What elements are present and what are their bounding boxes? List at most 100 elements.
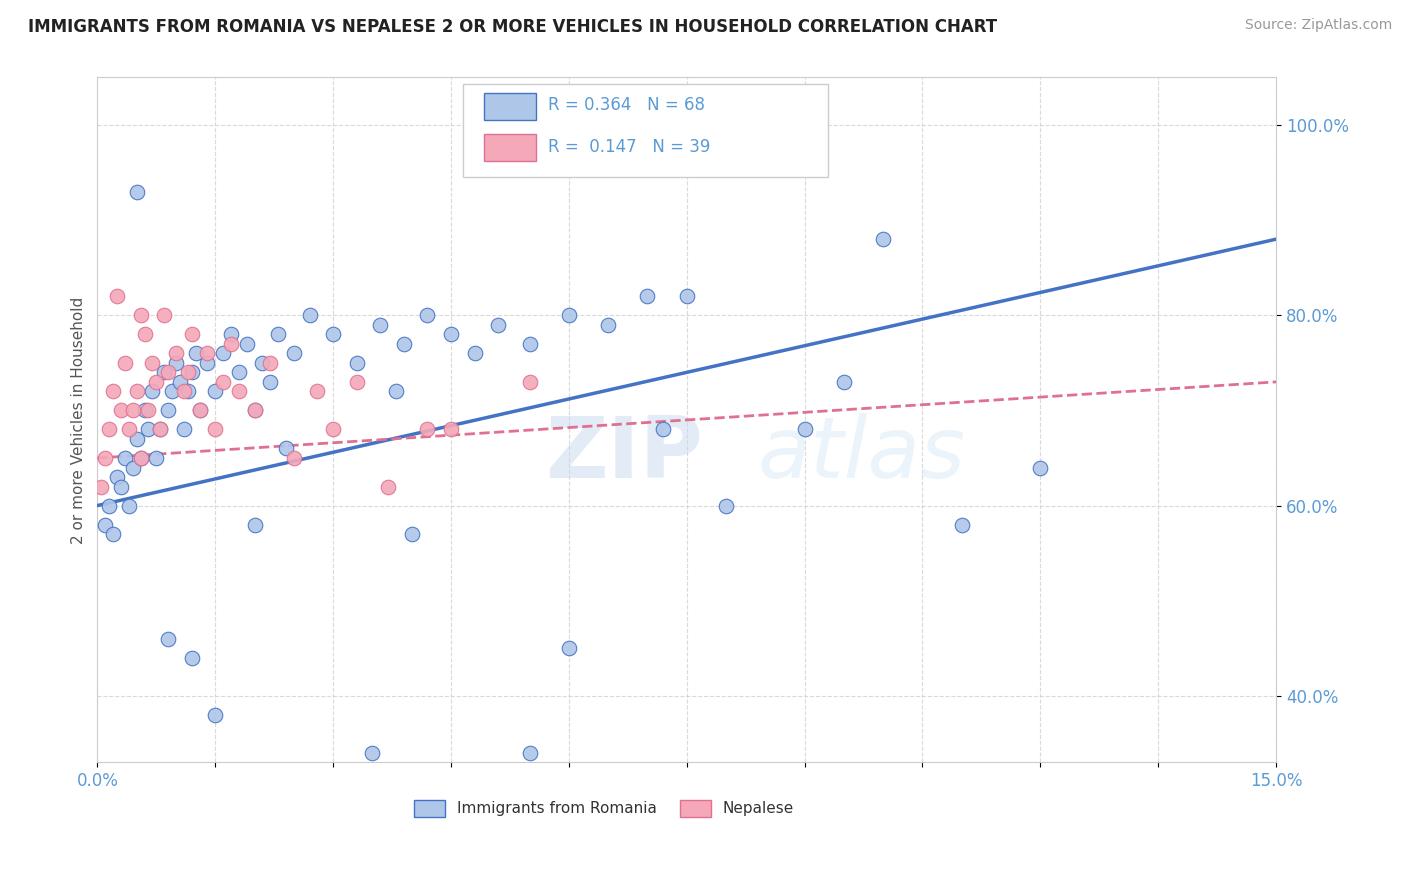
- Point: [243, 403, 266, 417]
- Point: [138, 422, 160, 436]
- FancyBboxPatch shape: [484, 93, 536, 120]
- Point: [212, 346, 235, 360]
- Point: [636, 289, 658, 303]
- Point: [219, 327, 242, 342]
- Point: [714, 499, 737, 513]
- Point: [94, 450, 117, 465]
- Point: [121, 403, 143, 417]
- Point: [177, 365, 200, 379]
- Point: [307, 384, 329, 399]
- Point: [145, 375, 167, 389]
- Text: atlas: atlas: [758, 413, 966, 496]
- Point: [235, 336, 257, 351]
- Point: [346, 356, 368, 370]
- Point: [392, 336, 415, 351]
- Point: [195, 356, 218, 370]
- Point: [219, 336, 242, 351]
- Point: [134, 327, 156, 342]
- Point: [346, 375, 368, 389]
- Point: [440, 327, 463, 342]
- Point: [188, 403, 211, 417]
- Point: [416, 308, 439, 322]
- Point: [950, 517, 973, 532]
- Point: [486, 318, 509, 332]
- Point: [173, 422, 195, 436]
- Point: [173, 384, 195, 399]
- Point: [675, 289, 697, 303]
- Text: R =  0.147   N = 39: R = 0.147 N = 39: [547, 138, 710, 156]
- Point: [180, 650, 202, 665]
- Text: ZIP: ZIP: [546, 413, 703, 496]
- Point: [401, 527, 423, 541]
- Point: [464, 346, 486, 360]
- Point: [1029, 460, 1052, 475]
- Point: [252, 356, 274, 370]
- Point: [141, 384, 163, 399]
- Point: [94, 517, 117, 532]
- Point: [204, 707, 226, 722]
- Point: [138, 403, 160, 417]
- Point: [177, 384, 200, 399]
- Point: [243, 517, 266, 532]
- Point: [558, 641, 581, 656]
- Point: [114, 356, 136, 370]
- Point: [149, 422, 172, 436]
- Point: [298, 308, 321, 322]
- Point: [283, 450, 305, 465]
- Point: [118, 499, 141, 513]
- Point: [832, 375, 855, 389]
- Point: [322, 327, 344, 342]
- Point: [598, 318, 620, 332]
- Point: [110, 479, 132, 493]
- Point: [180, 365, 202, 379]
- Point: [98, 499, 121, 513]
- FancyBboxPatch shape: [463, 84, 828, 177]
- Point: [195, 346, 218, 360]
- Point: [416, 422, 439, 436]
- Point: [125, 432, 148, 446]
- Point: [519, 746, 541, 760]
- Point: [165, 346, 187, 360]
- Point: [110, 403, 132, 417]
- Point: [519, 375, 541, 389]
- Point: [90, 479, 112, 493]
- Text: R = 0.364   N = 68: R = 0.364 N = 68: [547, 95, 704, 114]
- Point: [165, 356, 187, 370]
- Point: [153, 308, 176, 322]
- Point: [101, 527, 124, 541]
- Point: [169, 375, 191, 389]
- Point: [259, 356, 281, 370]
- Point: [129, 308, 152, 322]
- Point: [114, 450, 136, 465]
- Point: [105, 289, 128, 303]
- Point: [793, 422, 815, 436]
- Point: [204, 384, 226, 399]
- Point: [118, 422, 141, 436]
- Point: [121, 460, 143, 475]
- Point: [385, 384, 408, 399]
- Point: [129, 450, 152, 465]
- Point: [157, 403, 180, 417]
- Point: [188, 403, 211, 417]
- Point: [129, 450, 152, 465]
- Point: [519, 336, 541, 351]
- Point: [180, 327, 202, 342]
- Text: IMMIGRANTS FROM ROMANIA VS NEPALESE 2 OR MORE VEHICLES IN HOUSEHOLD CORRELATION : IMMIGRANTS FROM ROMANIA VS NEPALESE 2 OR…: [28, 18, 997, 36]
- Point: [125, 384, 148, 399]
- Point: [267, 327, 290, 342]
- Point: [105, 470, 128, 484]
- Point: [134, 403, 156, 417]
- Point: [377, 479, 399, 493]
- Point: [125, 185, 148, 199]
- Point: [160, 384, 183, 399]
- Point: [259, 375, 281, 389]
- Point: [157, 365, 180, 379]
- Point: [157, 632, 180, 646]
- Text: Source: ZipAtlas.com: Source: ZipAtlas.com: [1244, 18, 1392, 32]
- Point: [145, 450, 167, 465]
- Point: [558, 308, 581, 322]
- Legend: Immigrants from Romania, Nepalese: Immigrants from Romania, Nepalese: [408, 793, 800, 823]
- Point: [228, 365, 250, 379]
- Point: [368, 318, 391, 332]
- Point: [149, 422, 172, 436]
